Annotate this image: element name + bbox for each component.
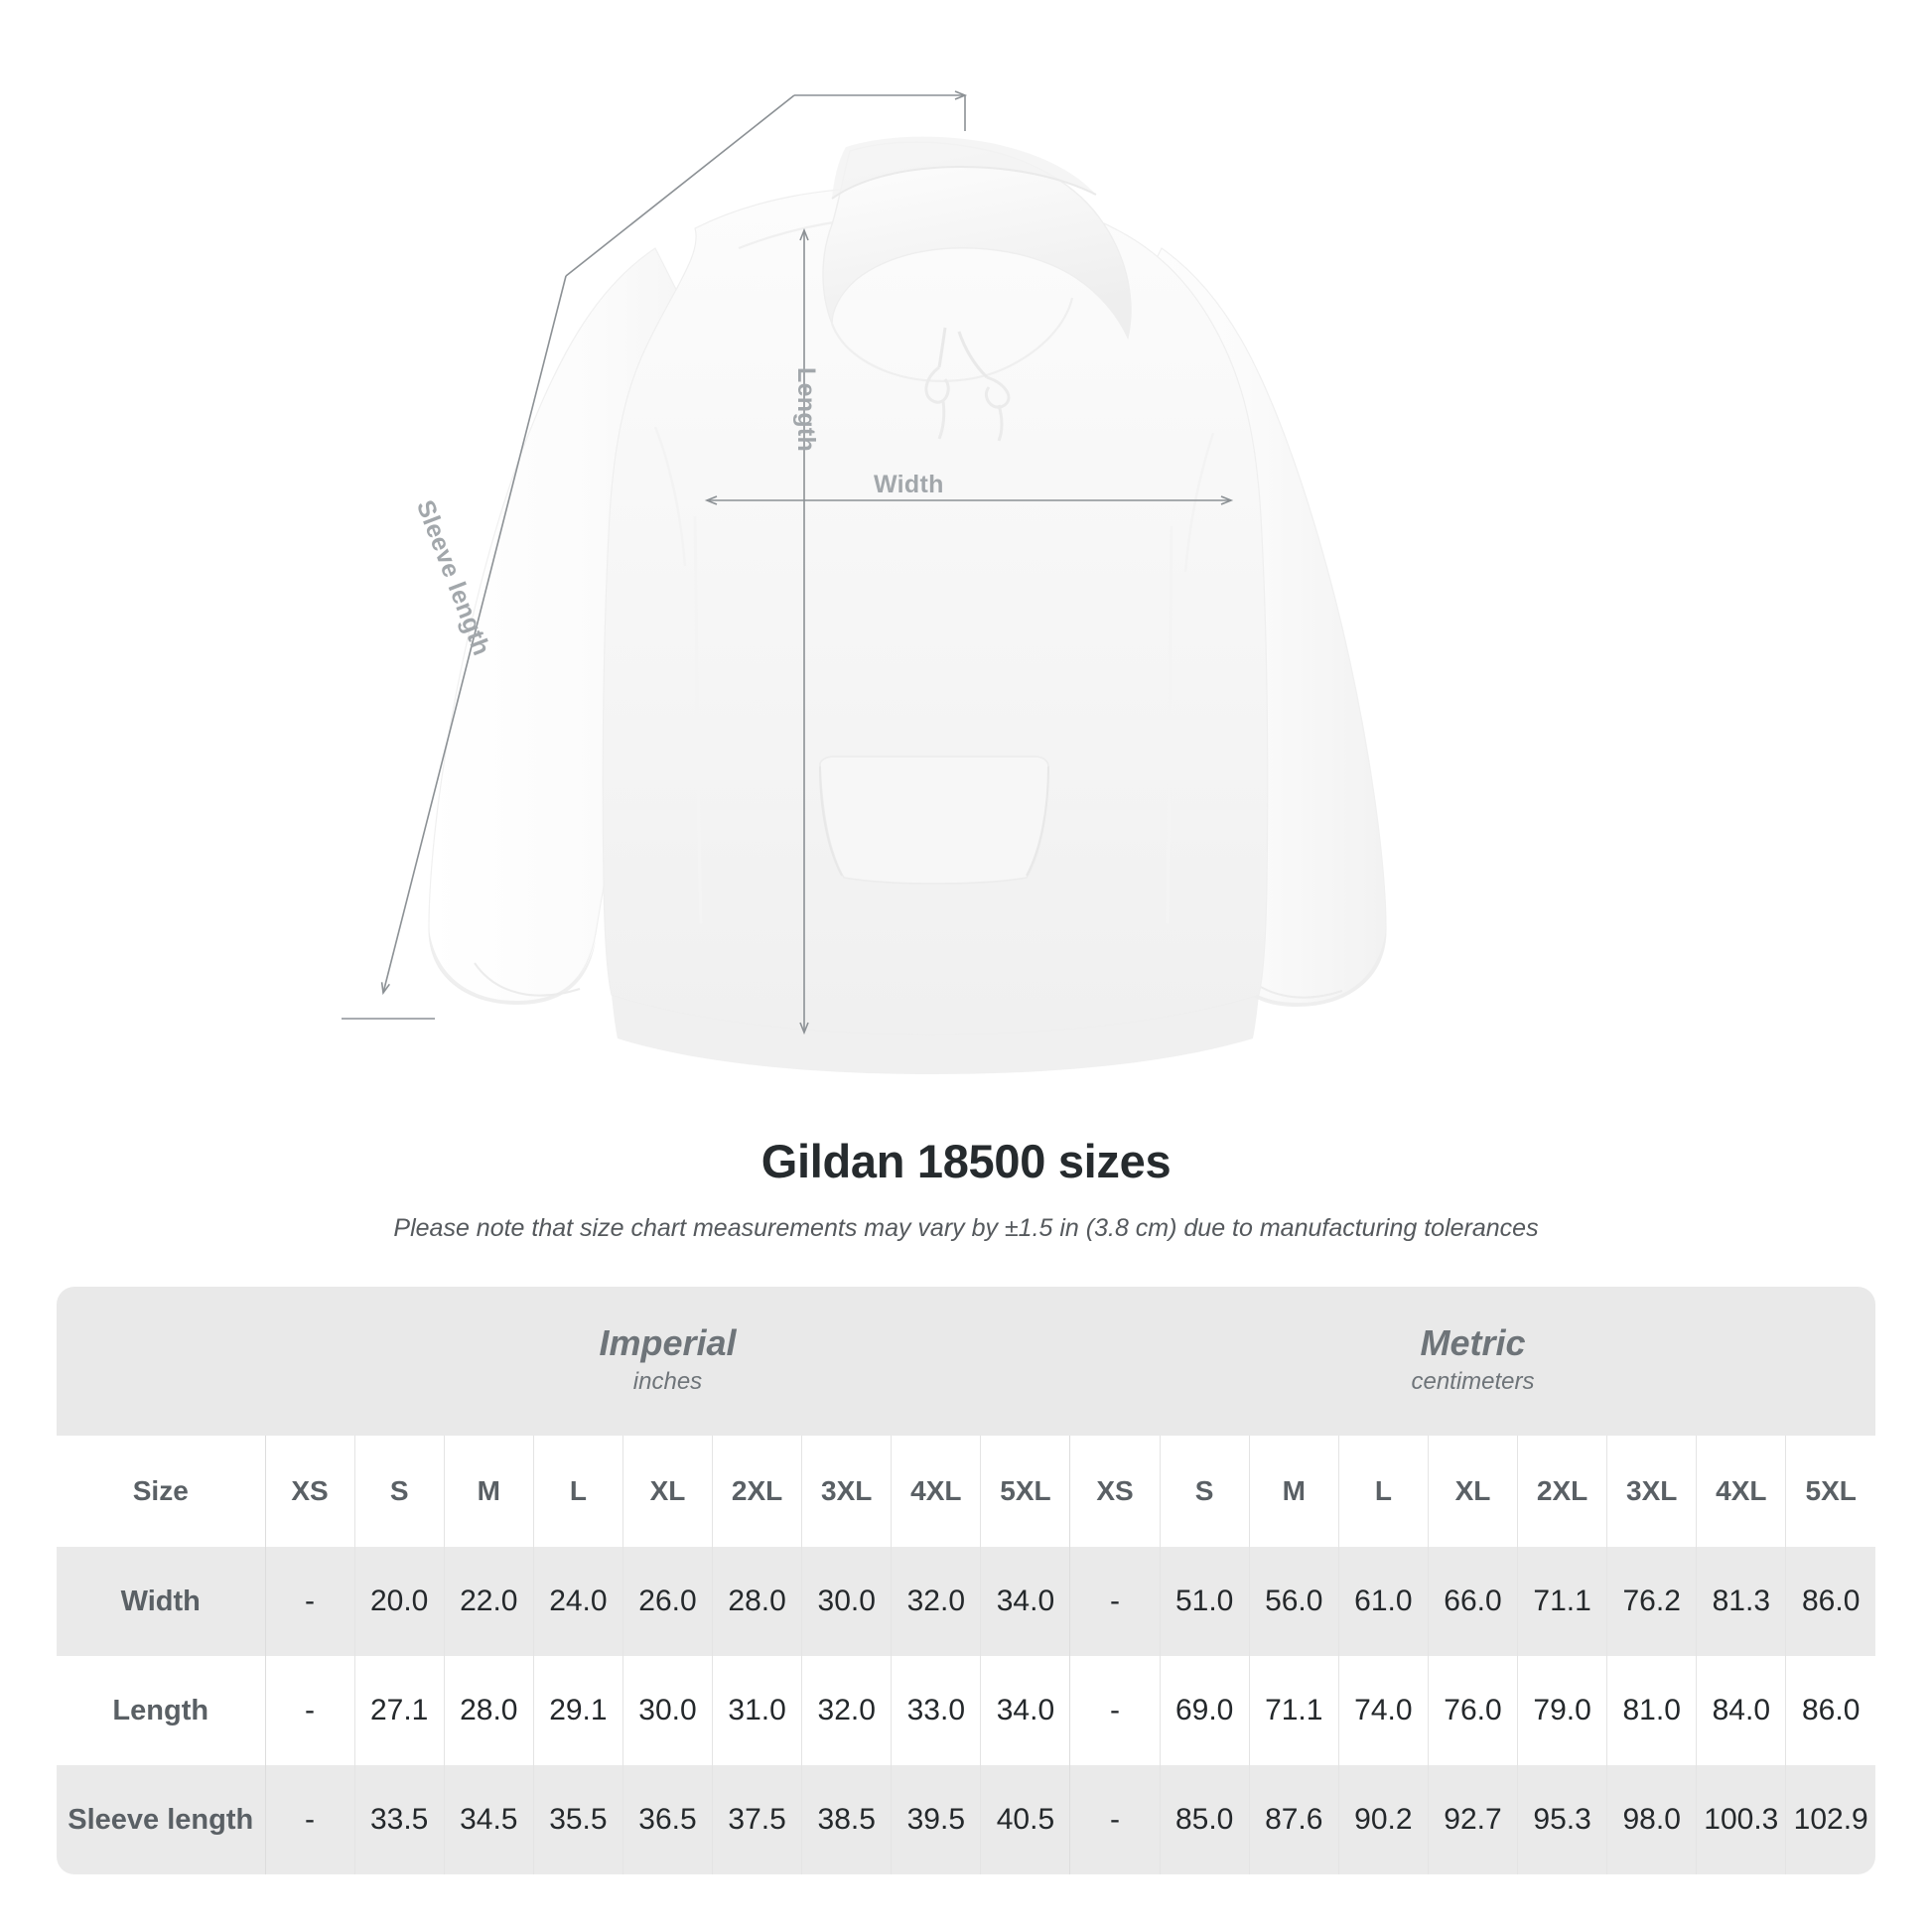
cell-sleeve-length-imperial-4xl: 39.5 [891,1765,981,1874]
measurement-label-width: Width [57,1547,265,1656]
size-header-imperial-2xl: 2XL [712,1436,802,1547]
size-header-imperial-s: S [353,1436,445,1547]
cell-width-imperial-5xl: 34.0 [980,1547,1070,1656]
table-row: Length -27.1 28.0 29.1 30.0 31.0 32.0 33.0 34.0-… [57,1656,1875,1765]
garment-diagram: Length Width Sleeve length [342,90,1387,1074]
cell-length-metric-xl: 76.0 [1427,1656,1518,1765]
cell-length-imperial-l: 29.1 [532,1656,623,1765]
unit-system-banner-row: Imperial inches Metric centimeters [57,1287,1875,1436]
title-block: Gildan 18500 sizes Please note that size… [0,1122,1932,1243]
cell-sleeve-length-imperial-s: 33.5 [353,1765,445,1874]
unit-system-unit: inches [632,1367,703,1395]
size-header-metric-5xl: 5XL [1785,1436,1875,1547]
unit-system-metric: Metric centimeters [1069,1287,1875,1436]
cell-length-metric-4xl: 84.0 [1696,1656,1786,1765]
cell-sleeve-length-metric-3xl: 98.0 [1606,1765,1697,1874]
cell-length-metric-3xl: 81.0 [1606,1656,1697,1765]
cell-sleeve-length-imperial-m: 34.5 [443,1765,534,1874]
cell-width-metric-3xl: 76.2 [1606,1547,1697,1656]
cell-length-imperial-m: 28.0 [443,1656,534,1765]
cell-length-metric-5xl: 86.0 [1785,1656,1875,1765]
size-header-metric-s: S [1159,1436,1250,1547]
table-row: Width -20.0 22.0 24.0 26.0 28.0 30.0 32.0 34.0-5… [57,1547,1875,1656]
cell-sleeve-length-metric-2xl: 95.3 [1517,1765,1607,1874]
cell-length-imperial-3xl: 32.0 [801,1656,892,1765]
size-header-metric-xl: XL [1427,1436,1518,1547]
size-header-imperial-4xl: 4XL [891,1436,981,1547]
unit-banner-spacer [57,1287,265,1436]
cell-sleeve-length-imperial-l: 35.5 [532,1765,623,1874]
cell-width-metric-xl: 66.0 [1427,1547,1518,1656]
cell-width-metric-xs: - [1069,1547,1161,1656]
size-header-metric-xs: XS [1069,1436,1161,1547]
cell-sleeve-length-metric-l: 90.2 [1337,1765,1429,1874]
cell-width-imperial-2xl: 28.0 [712,1547,802,1656]
cell-length-imperial-5xl: 34.0 [980,1656,1070,1765]
diagram-illustration [342,90,1387,1074]
cell-sleeve-length-metric-s: 85.0 [1159,1765,1250,1874]
cell-length-imperial-xs: - [264,1656,355,1765]
size-header-metric-2xl: 2XL [1517,1436,1607,1547]
size-header-imperial-xl: XL [621,1436,713,1547]
size-header-imperial-5xl: 5XL [980,1436,1070,1547]
cell-width-metric-5xl: 86.0 [1785,1547,1875,1656]
cell-sleeve-length-imperial-xl: 36.5 [621,1765,713,1874]
size-header-metric-m: M [1248,1436,1339,1547]
measurement-label-length: Length [57,1656,265,1765]
cell-length-metric-s: 69.0 [1159,1656,1250,1765]
cell-sleeve-length-metric-5xl: 102.9 [1785,1765,1875,1874]
size-header-metric-4xl: 4XL [1696,1436,1786,1547]
size-chart-table-wrapper: Imperial inches Metric centimeters Size XS S M L… [57,1287,1875,1874]
sleeve-measure-line [342,90,968,1020]
cell-width-imperial-s: 20.0 [353,1547,445,1656]
cell-width-metric-2xl: 71.1 [1517,1547,1607,1656]
size-chart-table: Imperial inches Metric centimeters Size XS S M L… [57,1287,1875,1874]
cell-length-metric-l: 74.0 [1337,1656,1429,1765]
cell-sleeve-length-metric-4xl: 100.3 [1696,1765,1786,1874]
page-title: Gildan 18500 sizes [760,1135,1172,1187]
cell-sleeve-length-metric-xl: 92.7 [1427,1765,1518,1874]
cell-sleeve-length-imperial-5xl: 40.5 [980,1765,1070,1874]
width-label: Width [874,471,944,498]
cell-width-metric-l: 61.0 [1337,1547,1429,1656]
cell-length-imperial-2xl: 31.0 [712,1656,802,1765]
length-label: Length [792,367,820,453]
cell-width-metric-m: 56.0 [1248,1547,1339,1656]
cell-sleeve-length-imperial-xs: - [264,1765,355,1874]
unit-system-name: Metric [1420,1322,1526,1364]
cell-width-metric-4xl: 81.3 [1696,1547,1786,1656]
size-header-row: Size XS S M L XL 2XL 3XL 4XL 5XL XS S M L XL 2XL 3XL 4XL 5… [57,1436,1875,1547]
unit-system-unit: centimeters [1411,1367,1535,1395]
table-row: Sleeve length -33.5 34.5 35.5 36.5 37.5 38.5 39… [57,1765,1875,1874]
cell-width-imperial-4xl: 32.0 [891,1547,981,1656]
size-header-metric-3xl: 3XL [1606,1436,1697,1547]
size-header-imperial-m: M [443,1436,534,1547]
cell-sleeve-length-metric-m: 87.6 [1248,1765,1339,1874]
hoodie-illustration [428,136,1387,1074]
cell-width-imperial-l: 24.0 [532,1547,623,1656]
cell-length-metric-m: 71.1 [1248,1656,1339,1765]
cell-length-imperial-xl: 30.0 [621,1656,713,1765]
cell-sleeve-length-imperial-3xl: 38.5 [801,1765,892,1874]
cell-width-imperial-m: 22.0 [443,1547,534,1656]
cell-width-metric-s: 51.0 [1159,1547,1250,1656]
size-header-imperial-3xl: 3XL [801,1436,892,1547]
measurement-label-sleeve-length: Sleeve length [57,1765,265,1874]
cell-width-imperial-xl: 26.0 [621,1547,713,1656]
size-header-metric-l: L [1337,1436,1429,1547]
unit-system-name: Imperial [599,1322,737,1364]
cell-sleeve-length-imperial-2xl: 37.5 [712,1765,802,1874]
cell-length-metric-xs: - [1069,1656,1161,1765]
size-header-label: Size [57,1436,265,1547]
size-header-imperial-l: L [532,1436,623,1547]
unit-system-imperial: Imperial inches [265,1287,1070,1436]
cell-length-imperial-4xl: 33.0 [891,1656,981,1765]
size-header-imperial-xs: XS [264,1436,355,1547]
page-subtitle: Please note that size chart measurements… [393,1214,1539,1242]
cell-length-imperial-s: 27.1 [353,1656,445,1765]
cell-width-imperial-3xl: 30.0 [801,1547,892,1656]
cell-width-imperial-xs: - [264,1547,355,1656]
cell-length-metric-2xl: 79.0 [1517,1656,1607,1765]
cell-sleeve-length-metric-xs: - [1069,1765,1161,1874]
